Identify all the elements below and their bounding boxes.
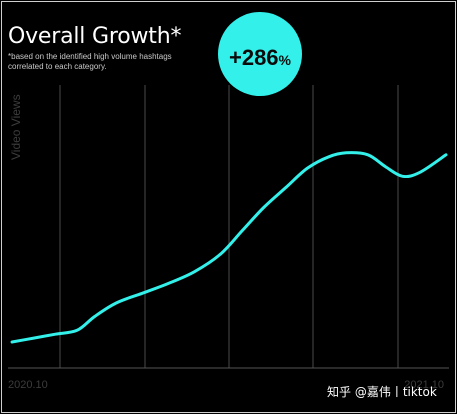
growth-unit: % [278,52,291,68]
growth-badge: +286% [218,12,302,96]
watermark: 知乎 @嘉伟丨tiktok [327,385,437,399]
series-line [10,151,448,344]
chart-title: Overall Growth* [8,24,182,49]
x-tick-label: 2020.10 [8,379,48,391]
gridlines [59,85,399,368]
chart-footnote: *based on the identified high volume has… [8,52,172,71]
y-axis-label: Video Views [9,94,23,160]
x-tick-label: 2021.10 [404,379,444,391]
growth-value: +286 [228,45,279,70]
